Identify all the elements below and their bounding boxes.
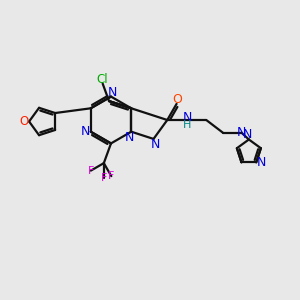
Text: N: N: [125, 130, 134, 144]
Text: F: F: [100, 173, 107, 183]
Text: N: N: [81, 125, 90, 138]
Text: N: N: [182, 111, 192, 124]
Text: F: F: [108, 171, 115, 181]
Text: N: N: [150, 138, 160, 151]
Text: N: N: [237, 126, 246, 139]
Text: O: O: [19, 115, 28, 128]
Text: O: O: [172, 93, 182, 106]
Text: N: N: [108, 85, 117, 99]
Text: Cl: Cl: [97, 73, 109, 85]
Text: N: N: [257, 156, 266, 169]
Text: N: N: [243, 128, 252, 141]
Text: H: H: [183, 120, 191, 130]
Text: F: F: [88, 166, 94, 176]
